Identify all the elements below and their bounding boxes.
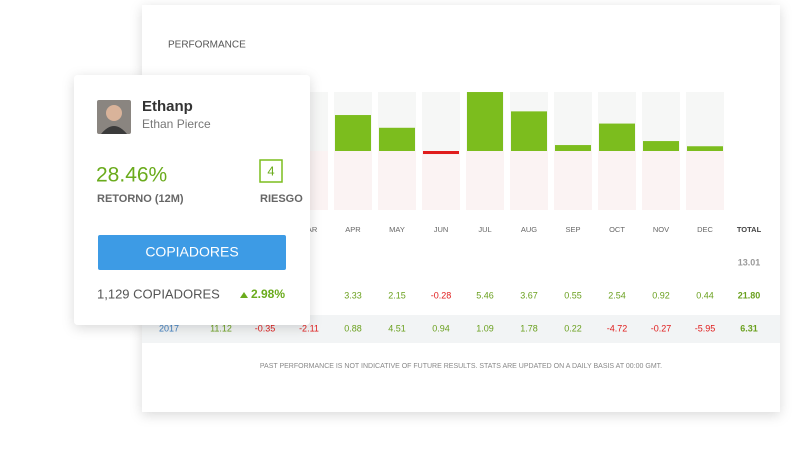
cell-value: -4.72: [607, 323, 628, 333]
bar: [467, 92, 503, 151]
month-label: APR: [345, 225, 361, 234]
column-bg-down: [334, 151, 372, 210]
bar: [687, 146, 723, 151]
column-bg-up: [686, 92, 724, 151]
cell-value: 2.54: [608, 290, 626, 300]
cell-value: -0.35: [255, 323, 276, 333]
row-total: 6.31: [740, 323, 758, 333]
cell-value: -5.95: [695, 323, 716, 333]
cell-value: 1.09: [476, 323, 494, 333]
avatar: [97, 100, 131, 134]
month-label: AUG: [521, 225, 537, 234]
cell-value: 11.12: [210, 323, 232, 333]
month-label: JUN: [434, 225, 449, 234]
bar: [379, 127, 415, 151]
cell-value: 5.46: [476, 290, 494, 300]
column-bg-down: [422, 151, 460, 210]
bar: [599, 123, 635, 151]
cell-value: 2.15: [388, 290, 406, 300]
username: Ethanp: [142, 98, 193, 115]
total-label: TOTAL: [737, 225, 762, 234]
column-bg-down: [686, 151, 724, 210]
copiers: 1,129 COPIADORES: [97, 286, 220, 301]
return-value: 28.46%: [96, 164, 167, 187]
cell-value: 1.78: [520, 323, 538, 333]
cell-value: 0.94: [432, 323, 450, 333]
bar: [335, 115, 371, 151]
cell-value: 0.55: [564, 290, 582, 300]
panel-title: PERFORMANCE: [168, 40, 246, 51]
full-name: Ethan Pierce: [142, 117, 211, 131]
month-label: OCT: [609, 225, 625, 234]
column-bg-down: [510, 151, 548, 210]
column-bg-down: [554, 151, 592, 210]
risk-label: RIESGO: [260, 193, 303, 205]
cell-value: 0.44: [696, 290, 714, 300]
trader-card: Ethanp Ethan Pierce 28.46% RETORNO (12M)…: [74, 75, 310, 325]
bar: [423, 151, 459, 155]
disclaimer: PAST PERFORMANCE IS NOT INDICATIVE OF FU…: [260, 363, 662, 370]
cell-value: 3.67: [520, 290, 538, 300]
cell-value: 3.33: [344, 290, 362, 300]
cell-value: -0.27: [651, 323, 672, 333]
column-bg-down: [378, 151, 416, 210]
up-arrow: [240, 292, 248, 298]
cell-value: 0.88: [344, 323, 362, 333]
bar: [643, 141, 679, 151]
year: 2017: [159, 323, 179, 333]
cell-value: -0.28: [431, 290, 452, 300]
month-label: NOV: [653, 225, 669, 234]
cell-value: 0.22: [564, 323, 582, 333]
cell-value: -2.11: [299, 323, 319, 333]
column-bg-up: [554, 92, 592, 151]
column-bg-down: [466, 151, 504, 210]
risk-value: 4: [267, 163, 274, 178]
return-label: RETORNO (12M): [97, 193, 184, 205]
bar: [511, 111, 547, 151]
column-bg-down: [598, 151, 636, 210]
row-total: 21.80: [738, 290, 761, 300]
month-label: MAY: [389, 225, 405, 234]
copy-button-label[interactable]: COPIADORES: [145, 244, 238, 260]
column-bg-down: [642, 151, 680, 210]
copy-button[interactable]: [98, 235, 286, 270]
risk-box: [259, 159, 283, 183]
column-bg-up: [422, 92, 460, 151]
month-label: DEC: [697, 225, 713, 234]
cell-value: 4.51: [388, 323, 406, 333]
row-total: 13.01: [738, 257, 761, 267]
month-label: JUL: [478, 225, 491, 234]
change: 2.98%: [251, 287, 285, 301]
month-label: SEP: [565, 225, 580, 234]
bar: [555, 145, 591, 151]
cell-value: 0.92: [652, 290, 670, 300]
